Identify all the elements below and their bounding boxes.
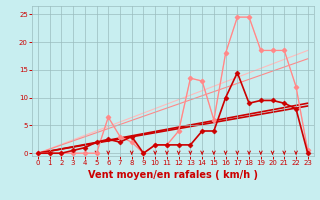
X-axis label: Vent moyen/en rafales ( km/h ): Vent moyen/en rafales ( km/h ) bbox=[88, 170, 258, 180]
